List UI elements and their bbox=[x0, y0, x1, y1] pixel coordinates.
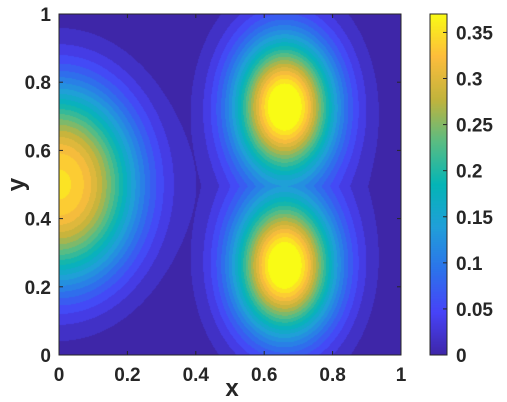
x-tick-label: 1 bbox=[396, 365, 407, 386]
y-tick-label: 0.2 bbox=[25, 278, 51, 299]
y-tick-label: 0.8 bbox=[25, 73, 51, 94]
plot-area: 0 0.2 0.4 0.6 0.8 1 0 0.2 0.4 0.6 0.8 1 bbox=[25, 5, 407, 386]
y-tick-label: 0.4 bbox=[25, 210, 52, 231]
x-tick-label: 0.2 bbox=[114, 365, 140, 386]
colorbar-tick-label: 0.35 bbox=[456, 23, 493, 44]
colorbar-tick-label: 0.25 bbox=[456, 116, 493, 137]
colorbar-tick-label: 0.15 bbox=[456, 208, 493, 229]
y-tick-label: 0.6 bbox=[25, 141, 51, 162]
heatmap-image bbox=[59, 14, 401, 355]
x-tick-label: 0.8 bbox=[319, 365, 345, 386]
plot-frame bbox=[58, 13, 402, 356]
x-tick-label: 0.6 bbox=[251, 365, 277, 386]
colorbar-tick-label: 0 bbox=[456, 346, 467, 367]
colorbar: 0 0.05 0.1 0.15 0.2 0.25 0.3 0.35 bbox=[429, 13, 493, 367]
colorbar-tick-label: 0.2 bbox=[456, 162, 482, 183]
colorbar-gradient bbox=[430, 14, 447, 355]
colorbar-frame bbox=[429, 13, 448, 356]
y-tick-label: 1 bbox=[40, 5, 51, 26]
y-axis-label: y bbox=[3, 177, 30, 191]
x-axis-label: x bbox=[225, 375, 239, 402]
x-tick-label: 0 bbox=[54, 365, 65, 386]
colorbar-tick-label: 0.05 bbox=[456, 300, 493, 321]
colorbar-tick-label: 0.1 bbox=[456, 254, 483, 275]
x-tick-label: 0.4 bbox=[183, 365, 210, 386]
y-tick-label: 0 bbox=[40, 346, 51, 367]
colorbar-tick-label: 0.3 bbox=[456, 70, 482, 91]
